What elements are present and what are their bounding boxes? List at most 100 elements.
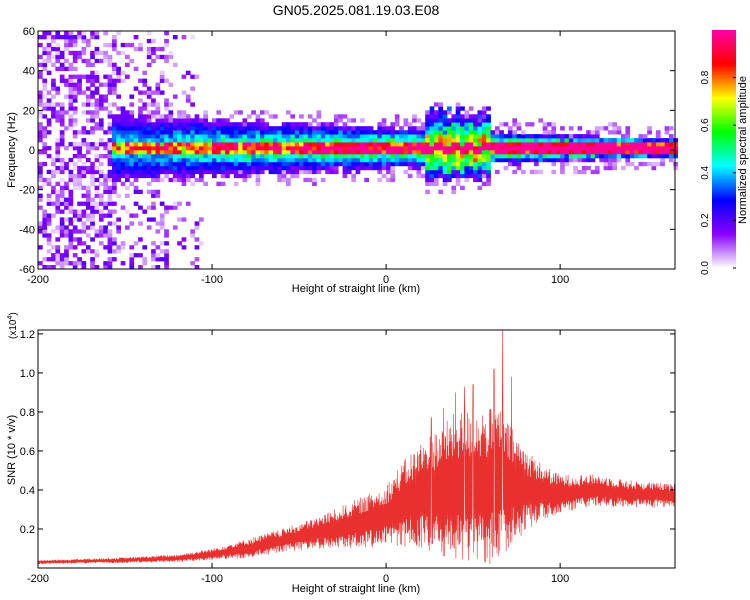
heatmap-cell	[51, 185, 56, 190]
heatmap-cell	[629, 146, 635, 151]
heatmap-cell	[112, 78, 117, 83]
heatmap-cell	[199, 150, 204, 155]
heatmap-cell	[233, 181, 239, 186]
heatmap-cell	[660, 161, 665, 167]
heatmap-cell	[181, 90, 187, 95]
heatmap-cell	[538, 134, 544, 139]
heatmap-cell	[251, 161, 256, 167]
heatmap-cell	[90, 146, 95, 151]
heatmap-cell	[420, 173, 426, 179]
heatmap-cell	[133, 150, 139, 155]
heatmap-cell	[142, 138, 148, 143]
heatmap-cell	[603, 157, 609, 163]
heatmap-cell	[172, 138, 178, 143]
heatmap-cell	[246, 157, 252, 163]
heatmap-cell	[59, 217, 65, 222]
heatmap-cell	[155, 229, 161, 234]
heatmap-cell	[164, 209, 169, 214]
heatmap-cell	[103, 173, 108, 179]
heatmap-cell	[107, 185, 113, 190]
heatmap-cell	[377, 130, 383, 135]
heatmap-cell	[290, 154, 296, 159]
heatmap-cell	[342, 138, 348, 143]
heatmap-cell	[329, 146, 335, 151]
heatmap-cell	[212, 146, 217, 151]
heatmap-cell	[146, 217, 152, 222]
heatmap-cell	[94, 70, 100, 75]
heatmap-cell	[425, 150, 430, 155]
heatmap-cell	[64, 245, 69, 250]
heatmap-cell	[473, 173, 478, 179]
heatmap-cell	[125, 150, 130, 155]
heatmap-cell	[159, 177, 165, 183]
heatmap-cell	[542, 154, 548, 159]
heatmap-cell	[138, 165, 143, 171]
heatmap-cell	[612, 161, 617, 167]
heatmap-cell	[294, 173, 300, 179]
heatmap-cell	[568, 157, 574, 163]
heatmap-cell	[586, 154, 591, 159]
top-x-axis: -200 -100 0 100	[27, 31, 569, 286]
heatmap-cell	[447, 177, 452, 183]
heatmap-cell	[38, 114, 43, 119]
heatmap-cell	[68, 122, 74, 127]
heatmap-cell	[72, 225, 78, 230]
heatmap-cell	[116, 130, 121, 135]
heatmap-cell	[155, 157, 161, 163]
heatmap-cell	[290, 165, 296, 171]
multiplier-text: (x10	[8, 319, 19, 339]
heatmap-cell	[112, 90, 117, 95]
heatmap-cell	[229, 169, 235, 175]
heatmap-cell	[164, 78, 169, 83]
heatmap-cell	[190, 102, 195, 107]
heatmap-cell	[212, 161, 217, 167]
heatmap-cell	[281, 134, 287, 139]
heatmap-cell	[407, 146, 413, 151]
heatmap-cell	[90, 35, 95, 40]
heatmap-cell	[320, 150, 326, 155]
heatmap-cell	[303, 150, 309, 155]
heatmap-cell	[286, 169, 291, 175]
heatmap-cell	[616, 150, 622, 155]
heatmap-cell	[72, 173, 78, 179]
heatmap-cell	[46, 54, 52, 60]
heatmap-cell	[238, 154, 243, 159]
heatmap-cell	[55, 154, 61, 159]
heatmap-cell	[403, 118, 409, 123]
heatmap-cell	[168, 165, 174, 171]
heatmap-cell	[425, 161, 430, 167]
heatmap-cell	[394, 157, 400, 163]
heatmap-cell	[207, 126, 213, 131]
heatmap-cell	[599, 126, 604, 131]
heatmap-cell	[151, 146, 156, 151]
heatmap-cell	[455, 122, 461, 127]
heatmap-cell	[407, 165, 413, 171]
heatmap-cell	[447, 146, 452, 151]
heatmap-cell	[647, 138, 652, 143]
heatmap-cell	[55, 165, 61, 171]
heatmap-cell	[85, 245, 91, 250]
heatmap-cell	[138, 42, 143, 48]
heatmap-cell	[464, 165, 470, 171]
heatmap-cell	[77, 201, 82, 206]
heatmap-cell	[55, 261, 61, 266]
heatmap-cell	[64, 185, 69, 190]
heatmap-cell	[177, 114, 182, 119]
heatmap-cell	[138, 237, 143, 242]
heatmap-cell	[55, 118, 61, 123]
heatmap-cell	[199, 154, 204, 159]
heatmap-cell	[494, 142, 500, 147]
heatmap-cell	[564, 146, 570, 151]
heatmap-cell	[59, 142, 65, 147]
heatmap-cell	[555, 138, 561, 143]
heatmap-cell	[181, 114, 187, 119]
heatmap-cell	[412, 138, 417, 143]
heatmap-cell	[146, 110, 152, 115]
heatmap-cell	[146, 62, 152, 67]
heatmap-cell	[42, 161, 48, 167]
heatmap-cell	[38, 193, 43, 198]
heatmap-cell	[107, 142, 113, 147]
heatmap-cell	[512, 122, 517, 127]
heatmap-cell	[168, 122, 174, 127]
heatmap-cell	[377, 146, 383, 151]
